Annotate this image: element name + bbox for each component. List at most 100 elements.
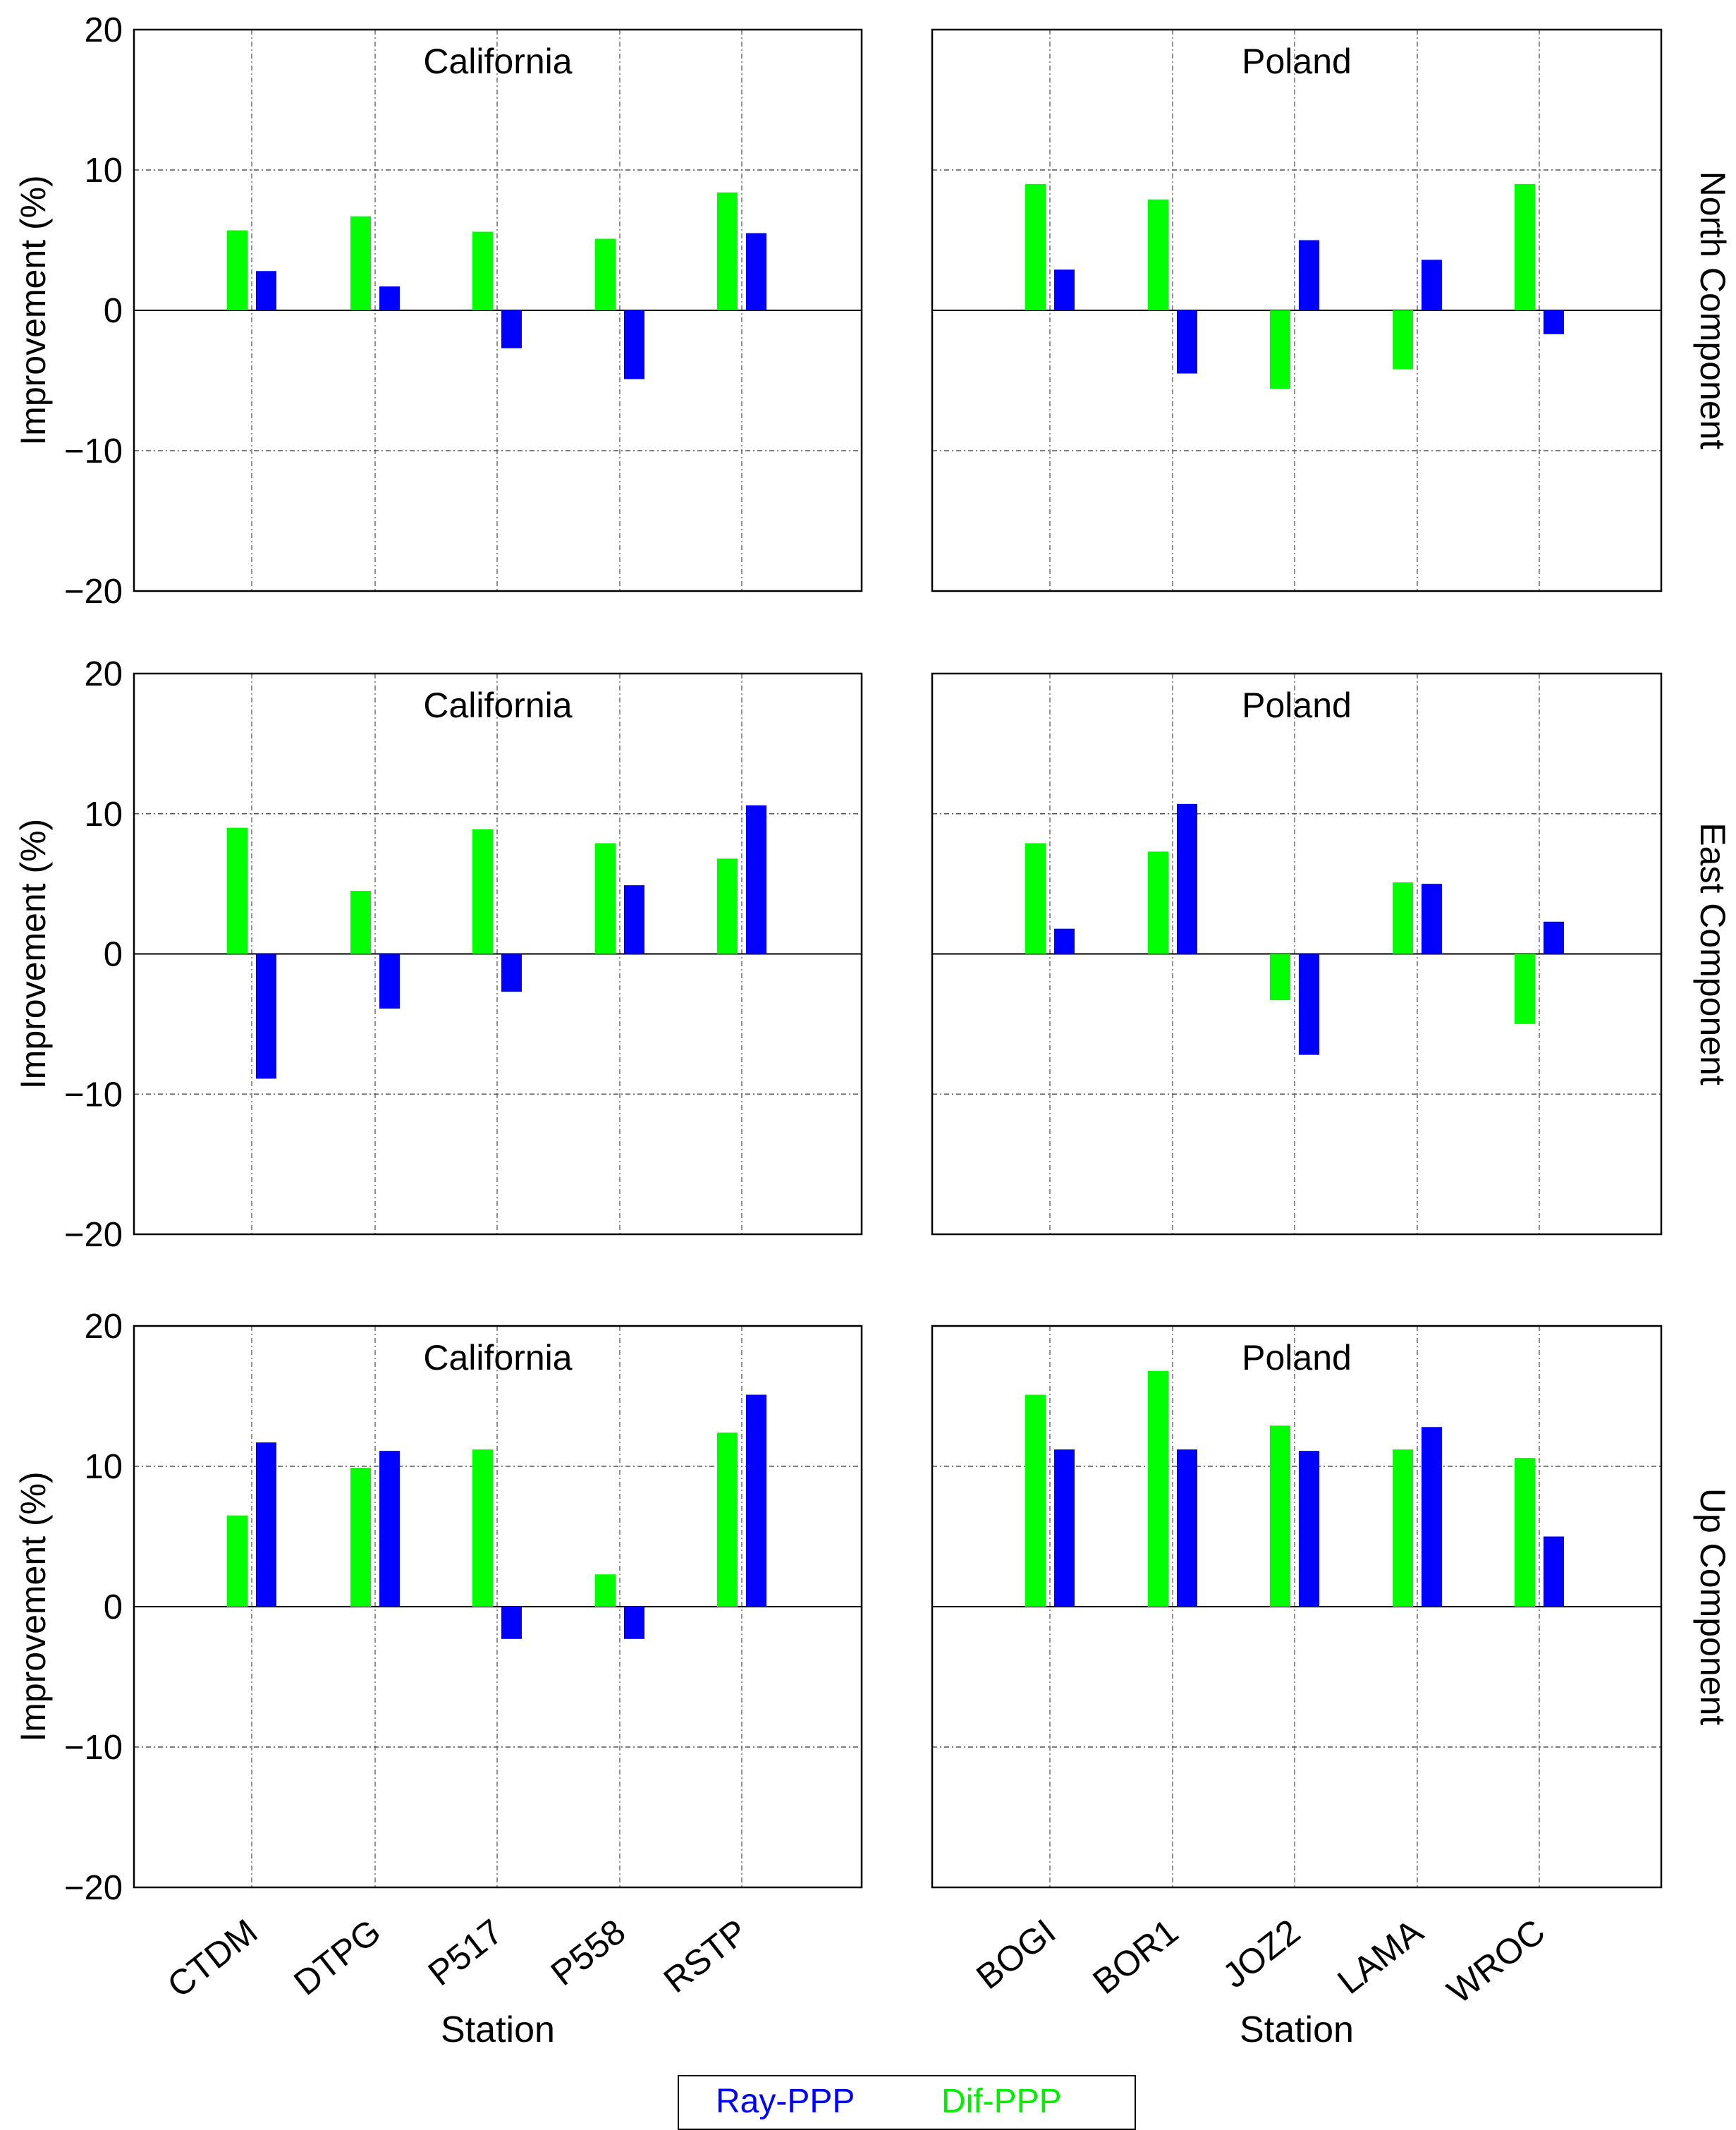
xtick-joz2: JOZ2 — [1216, 1911, 1308, 1995]
r0-california-bar-dif-ppp-p558 — [595, 238, 616, 310]
r2-poland-bar-ray-ppp-lama — [1422, 1427, 1442, 1607]
r1-california-bar-ray-ppp-p558 — [624, 885, 644, 954]
r2-poland-bar-ray-ppp-joz2 — [1299, 1451, 1319, 1607]
r1-poland-bar-ray-ppp-bor1 — [1177, 803, 1197, 954]
r0-poland-axes-frame — [931, 28, 1663, 592]
r0-poland-bar-dif-ppp-bogi — [1025, 183, 1046, 310]
r0-california-ytick-m10: −10 — [64, 432, 123, 470]
r2-poland-bar-dif-ppp-bogi — [1025, 1394, 1046, 1607]
r1-poland-bar-ray-ppp-lama — [1422, 884, 1442, 954]
r2-california-bar-ray-ppp-rstp — [746, 1394, 766, 1607]
r2-california-bar-ray-ppp-ctdm — [256, 1442, 276, 1607]
r0-california-ytick-10: 10 — [84, 152, 123, 190]
xtick-ctdm: CTDM — [160, 1911, 264, 2005]
r0-ylabel: Improvement (%) — [13, 175, 53, 445]
r0-poland-bar-dif-ppp-wroc — [1515, 183, 1535, 310]
r0-component-label: North Component — [1693, 171, 1732, 450]
r2-california-bar-ray-ppp-p517 — [501, 1607, 522, 1639]
r0-california-bar-ray-ppp-ctdm — [256, 271, 276, 310]
legend-box — [678, 2075, 1136, 2130]
r2-california-bar-dif-ppp-ctdm — [227, 1515, 247, 1607]
r0-poland-bar-ray-ppp-bor1 — [1177, 310, 1197, 374]
r1-poland-bar-ray-ppp-bogi — [1054, 928, 1075, 954]
r0-poland-bar-ray-ppp-bogi — [1054, 269, 1075, 310]
r2-california-panel-title: California — [423, 1338, 572, 1377]
r2-california-bar-dif-ppp-dtpg — [350, 1467, 371, 1607]
r0-poland-panel-title: Poland — [1242, 42, 1352, 81]
legend: Ray-PPP Dif-PPP — [678, 2075, 1136, 2130]
r1-california-axes-frame — [133, 672, 863, 1236]
r0-california-bar-ray-ppp-p558 — [624, 310, 644, 379]
r0-poland-bar-ray-ppp-joz2 — [1299, 240, 1319, 310]
r2-california-ytick-m20: −20 — [64, 1869, 123, 1907]
r0-poland-bar-dif-ppp-joz2 — [1270, 310, 1290, 389]
r1-california-bar-dif-ppp-p558 — [595, 843, 616, 954]
r0-poland-bar-dif-ppp-bor1 — [1148, 199, 1168, 310]
r1-poland-bar-dif-ppp-lama — [1393, 882, 1413, 954]
r1-component-label: East Component — [1693, 822, 1732, 1085]
r0-california-bar-dif-ppp-ctdm — [227, 230, 247, 310]
r1-california-ytick-20: 20 — [84, 655, 123, 693]
r0-california-bar-dif-ppp-dtpg — [350, 216, 371, 310]
xtick-bor1: BOR1 — [1086, 1911, 1186, 2002]
r1-poland-bar-ray-ppp-wroc — [1544, 921, 1564, 954]
r1-poland-panel-title: Poland — [1242, 686, 1352, 725]
legend-entry-ray-ppp: Ray-PPP — [716, 2083, 855, 2120]
r2-california-ytick-0: 0 — [104, 1588, 123, 1626]
r2-ylabel: Improvement (%) — [13, 1471, 53, 1741]
r1-california-bar-ray-ppp-p517 — [501, 954, 522, 992]
r1-california-bar-ray-ppp-rstp — [746, 805, 766, 954]
xtick-dtpg: DTPG — [286, 1911, 388, 2003]
r0-california-bar-dif-ppp-p517 — [472, 231, 493, 310]
r1-california-ytick-m20: −20 — [64, 1216, 123, 1254]
xtick-wroc: WROC — [1440, 1911, 1552, 2012]
xtick-lama: LAMA — [1331, 1911, 1431, 2002]
r0-california-bar-ray-ppp-dtpg — [379, 286, 400, 310]
r1-poland-axes-frame — [931, 672, 1663, 1236]
r0-california-bar-ray-ppp-p517 — [501, 310, 522, 348]
r2-poland-bar-dif-ppp-lama — [1393, 1449, 1413, 1607]
r2-california-ytick-20: 20 — [84, 1308, 123, 1346]
california-xlabel: Station — [441, 2009, 555, 2050]
xtick-rstp: RSTP — [656, 1911, 755, 2000]
r0-california-ytick-20: 20 — [84, 11, 123, 49]
r0-california-panel-title: California — [423, 42, 572, 81]
r0-poland-bar-ray-ppp-wroc — [1544, 310, 1564, 334]
r2-california-ytick-10: 10 — [84, 1448, 123, 1486]
r2-poland-bar-ray-ppp-bor1 — [1177, 1449, 1197, 1607]
r1-california-bar-dif-ppp-dtpg — [350, 891, 371, 954]
r1-california-bar-dif-ppp-rstp — [717, 858, 738, 954]
r2-california-bar-ray-ppp-dtpg — [379, 1451, 400, 1607]
r2-california-ytick-m10: −10 — [64, 1729, 123, 1767]
r1-ylabel: Improvement (%) — [13, 819, 53, 1089]
r1-california-bar-dif-ppp-ctdm — [227, 827, 247, 954]
r1-california-bar-ray-ppp-dtpg — [379, 954, 400, 1009]
r2-california-bar-dif-ppp-rstp — [717, 1432, 738, 1607]
r2-poland-bar-ray-ppp-wroc — [1544, 1536, 1564, 1607]
r0-california-bar-ray-ppp-rstp — [746, 233, 766, 310]
r1-poland-bar-dif-ppp-bogi — [1025, 843, 1046, 954]
r2-poland-bar-ray-ppp-bogi — [1054, 1449, 1075, 1607]
xtick-p558: P558 — [544, 1911, 633, 1993]
r0-california-bar-dif-ppp-rstp — [717, 192, 738, 310]
r0-california-ytick-0: 0 — [104, 292, 123, 330]
r0-california-axes-frame — [133, 28, 863, 592]
r2-california-bar-dif-ppp-p558 — [595, 1574, 616, 1607]
r2-poland-bar-dif-ppp-bor1 — [1148, 1370, 1168, 1607]
r1-california-bar-dif-ppp-p517 — [472, 829, 493, 954]
r2-poland-panel-title: Poland — [1242, 1338, 1352, 1377]
r1-poland-bar-dif-ppp-bor1 — [1148, 851, 1168, 954]
r1-california-ytick-0: 0 — [104, 936, 123, 974]
r0-california-ytick-m20: −20 — [64, 573, 123, 611]
r2-california-axes-frame — [133, 1325, 863, 1889]
r1-california-bar-ray-ppp-ctdm — [256, 954, 276, 1079]
xtick-bogi: BOGI — [969, 1911, 1063, 1997]
r2-california-bar-dif-ppp-p517 — [472, 1449, 493, 1607]
r0-poland-bar-dif-ppp-lama — [1393, 310, 1413, 370]
r1-poland-bar-ray-ppp-joz2 — [1299, 954, 1319, 1055]
r2-california-bar-ray-ppp-p558 — [624, 1607, 644, 1639]
r1-california-ytick-m10: −10 — [64, 1076, 123, 1114]
r2-poland-axes-frame — [931, 1325, 1663, 1889]
xtick-p517: P517 — [421, 1911, 511, 1993]
